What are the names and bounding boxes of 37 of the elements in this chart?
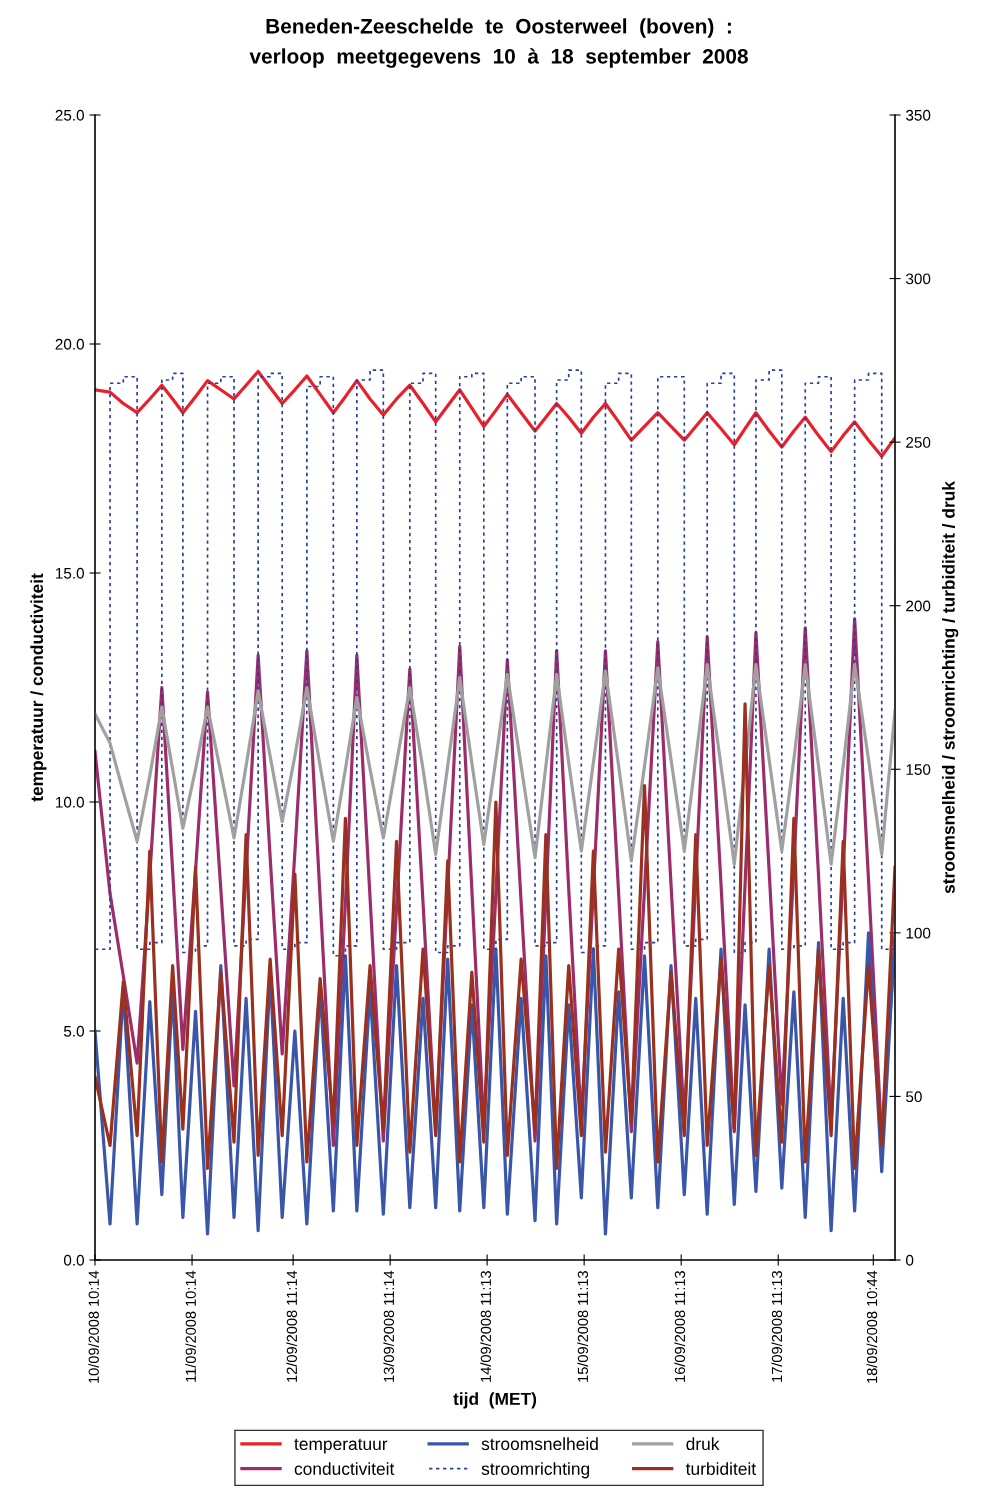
- y2-tick-label: 250: [906, 437, 931, 448]
- chart-title: Beneden-Zeeschelde te Oosterweel (boven) :: [266, 18, 731, 38]
- x-tick-label: 14/09/2008 11:13: [480, 1271, 492, 1382]
- line-series: [95, 663, 895, 866]
- y2-axis-title: stroomsnelheid / stroomrichting / turbiditeit / druk: [942, 481, 959, 894]
- x-tick-label: 15/09/2008 11:13: [577, 1271, 589, 1382]
- y-tick-label: 5.0: [63, 1025, 84, 1037]
- y-axis-title: temperatuur / conductiviteit: [30, 573, 47, 802]
- y-tick-label: 10.0: [56, 796, 84, 808]
- y-tick-label: 0.0: [63, 1254, 84, 1266]
- x-tick-label: 18/09/2008 10:44: [866, 1270, 878, 1383]
- legend-label: temperatuur: [294, 1438, 388, 1454]
- y-tick-label: 15.0: [56, 567, 84, 579]
- legend-label: turbiditeit: [685, 1462, 756, 1475]
- legend-label: stroomsnelheid: [481, 1437, 598, 1451]
- y-tick-label: 25.0: [55, 109, 84, 121]
- y2-tick-label: 50: [906, 1091, 922, 1103]
- y2-tick-label: 350: [906, 109, 931, 121]
- y2-tick-label: 150: [906, 764, 931, 775]
- y2-tick-label: 300: [906, 273, 931, 285]
- x-axis-title: tijd (MET): [453, 1392, 537, 1409]
- x-tick-label: 12/09/2008 11:14: [286, 1270, 298, 1382]
- x-tick-label: 13/09/2008 11:14: [383, 1270, 395, 1382]
- x-tick-label: 11/09/2008 10:14: [185, 1270, 196, 1382]
- legend-label: conductiviteit: [294, 1462, 395, 1475]
- legend-label: stroomrichting: [481, 1462, 590, 1479]
- y2-tick-label: 100: [906, 927, 931, 939]
- y-tick-label: 20.0: [55, 338, 84, 350]
- x-tick-label: 16/09/2008 11:13: [674, 1271, 686, 1382]
- line-series: [95, 702, 895, 1170]
- line-series: [95, 369, 895, 458]
- chart-subtitle: verloop meetgegevens 10 à 18 september 2008: [249, 48, 748, 68]
- legend-label: druk: [686, 1437, 720, 1451]
- y2-tick-label: 0: [906, 1254, 914, 1266]
- x-tick-label: 17/09/2008 11:13: [771, 1271, 783, 1382]
- x-tick-label: 10/09/2008 10:14: [88, 1270, 99, 1383]
- y2-tick-label: 200: [906, 600, 931, 612]
